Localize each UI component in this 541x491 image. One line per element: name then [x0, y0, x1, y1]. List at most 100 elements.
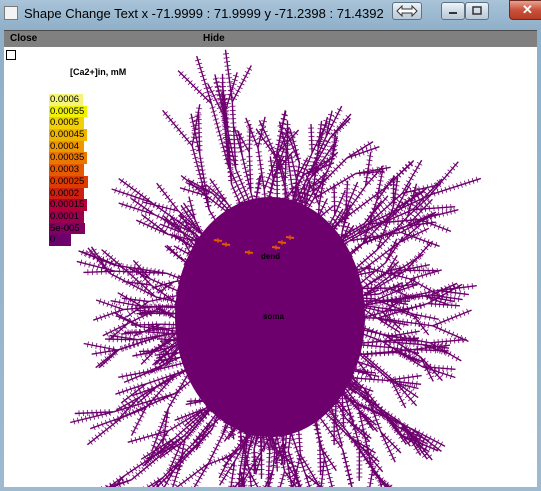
dendrite-segment	[307, 314, 310, 321]
dendrite-segment	[140, 383, 145, 390]
dendrite-segment	[225, 287, 232, 292]
dendrite-segment	[328, 385, 335, 388]
dendrite-segment	[351, 233, 356, 239]
close-menu-button[interactable]: Close	[10, 33, 38, 44]
dendrite-segment	[258, 168, 265, 170]
dendrite-segment	[207, 458, 213, 462]
dendrite-segment	[223, 308, 225, 315]
dendrite-segment	[344, 269, 347, 276]
title-bar[interactable]: Shape Change Text x -71.9999 : 71.9999 y…	[0, 0, 541, 28]
dendrite-segment	[333, 115, 339, 120]
dendrite-segment	[412, 355, 416, 362]
dendrite-segment	[280, 340, 315, 401]
dendrite-segment	[325, 406, 331, 412]
dendrite-segment	[99, 343, 102, 350]
canvas-menu-box[interactable]	[6, 50, 16, 60]
dendrite-segment	[375, 220, 378, 227]
dendrite-segment	[422, 215, 425, 222]
dendrite-segment	[357, 244, 363, 250]
dendrite-segment	[306, 257, 311, 264]
dendrite-segment	[431, 437, 436, 444]
dendrite-segment	[295, 461, 302, 464]
dendrite-segment	[421, 453, 428, 458]
dendrite-segment	[408, 230, 413, 236]
dendrite-segment	[304, 265, 311, 270]
dendrite-segment	[235, 387, 242, 390]
dendrite-segment	[183, 224, 189, 230]
dendrite-segment	[154, 333, 157, 340]
dendrite-segment	[327, 220, 334, 225]
dendrite-segment	[286, 453, 293, 457]
dendrite-segment	[284, 349, 290, 353]
dendrite-segment	[320, 248, 325, 255]
dendrite-segment	[302, 269, 309, 273]
dendrite-segment	[368, 387, 371, 394]
dendrite-segment	[246, 242, 253, 246]
dendrite-segment	[272, 403, 279, 406]
dendrite-segment	[369, 146, 373, 153]
dendrite-segment	[275, 373, 282, 376]
dendrite-segment	[142, 194, 147, 201]
legend-entry: 0.00015	[49, 199, 87, 211]
dendrite-segment	[403, 210, 407, 216]
legend-entry: 0.00025	[49, 175, 88, 188]
dendrite-segment	[338, 422, 344, 427]
dendrite-segment	[237, 146, 244, 149]
dendrite-segment	[385, 182, 392, 187]
dendrite-segment	[308, 395, 315, 399]
dendrite-segment	[158, 382, 162, 388]
dendrite-segment	[460, 181, 463, 188]
maximize-button[interactable]	[465, 2, 489, 20]
dendrite-segment	[338, 338, 341, 345]
dendrite-segment	[364, 275, 369, 281]
dendrite-segment	[239, 395, 245, 399]
dendrite-segment	[248, 123, 251, 153]
dendrite-segment	[220, 113, 227, 118]
dendrite-segment	[219, 461, 236, 486]
dendrite-segment	[345, 254, 350, 260]
dendrite-segment	[180, 414, 184, 421]
dendrite-segment	[354, 206, 360, 212]
dendrite-segment	[303, 329, 306, 336]
dendrite-segment	[433, 315, 436, 322]
dendrite-segment	[182, 479, 187, 485]
dendrite-segment	[217, 203, 222, 209]
dendrite-segment	[129, 185, 134, 191]
dendrite-segment	[314, 480, 320, 485]
shape-plot-canvas[interactable]: [Ca2+]in, mM 0.0006 0.00055 0.0005 0.00045 0…	[4, 47, 537, 487]
dendrite-segment	[348, 304, 350, 311]
dendrite-segment	[221, 476, 227, 481]
dendrite-segment	[321, 146, 327, 151]
dendrite-segment	[211, 251, 217, 257]
dendrite-segment	[320, 276, 326, 282]
dendrite-segment	[209, 274, 212, 281]
dendrite-segment	[182, 214, 187, 220]
dendrite-segment	[416, 380, 418, 387]
dendrite-segment	[402, 166, 408, 172]
dendrite-segment	[236, 201, 243, 204]
dendrite-segment	[317, 195, 324, 198]
dendrite-segment	[420, 338, 423, 345]
dendrite-segment	[448, 287, 453, 294]
minimize-button[interactable]	[441, 2, 465, 20]
dendrite-segment	[367, 326, 371, 333]
dendrite-segment	[286, 331, 291, 337]
dendrite-segment	[156, 184, 163, 189]
dendrite-segment	[308, 470, 314, 475]
dendrite-segment	[366, 180, 372, 185]
dendrite-segment	[221, 455, 225, 462]
close-window-button[interactable]: ✕	[509, 0, 541, 20]
dendrite-segment	[388, 452, 395, 457]
dendrite-segment	[410, 172, 416, 177]
dendrite-segment	[173, 475, 180, 479]
dendrite-segment	[363, 444, 370, 447]
dendrite-segment	[377, 215, 381, 222]
resize-arrows-button[interactable]	[392, 2, 422, 20]
dendrite-segment	[284, 342, 287, 349]
dendrite-segment	[242, 281, 245, 288]
dendrite-segment	[280, 394, 287, 397]
dendrite-segment	[359, 403, 364, 410]
dendrite-segment	[379, 434, 386, 438]
hide-menu-button[interactable]: Hide	[203, 33, 225, 44]
dendrite-segment	[186, 209, 192, 214]
